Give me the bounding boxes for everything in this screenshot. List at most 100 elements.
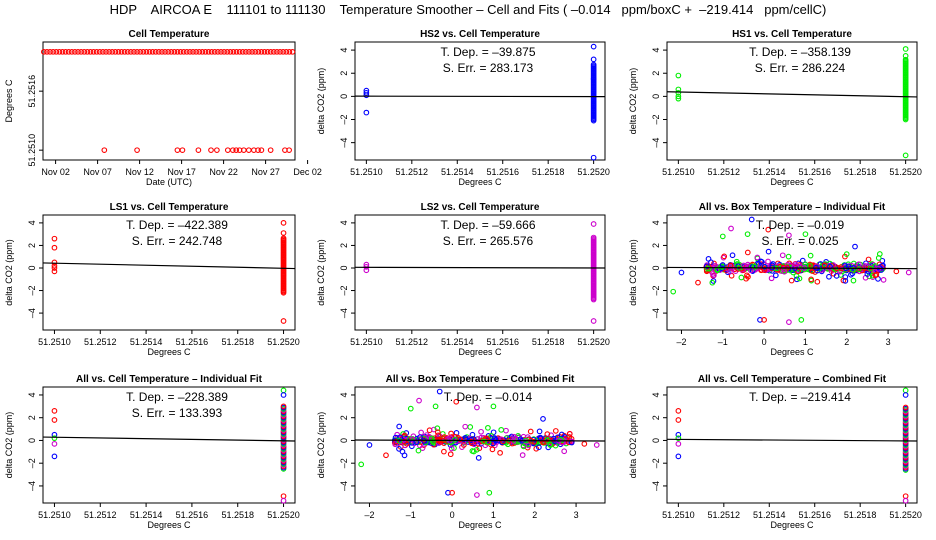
x-tick-label: 51.2520 [889, 167, 922, 177]
y-tick-label: 51.2516 [27, 75, 37, 108]
x-tick-label: 51.2520 [267, 337, 300, 347]
data-point [675, 93, 682, 100]
data-point [832, 266, 839, 273]
data-point [788, 277, 795, 284]
x-tick-label: 51.2514 [753, 167, 786, 177]
x-tick-label: 51.2516 [798, 167, 831, 177]
y-tick-label: 4 [27, 392, 37, 397]
y-tick-label: –4 [27, 308, 37, 318]
data-point [84, 48, 91, 55]
data-point [833, 273, 840, 279]
data-point [174, 147, 181, 154]
data-point [786, 319, 792, 325]
data-point [772, 272, 779, 279]
x-tick-label: 51.2510 [38, 510, 71, 520]
data-point [902, 56, 909, 63]
data-point [478, 428, 484, 435]
data-point [678, 269, 685, 276]
data-point [280, 48, 287, 55]
data-point [277, 48, 283, 55]
data-point [902, 152, 909, 159]
x-tick-label: 0 [762, 337, 767, 347]
y-tick-label: 4 [339, 220, 349, 225]
data-point [744, 272, 750, 279]
data-point [795, 268, 801, 275]
data-point [675, 417, 682, 423]
y-axis-label: delta CO2 (ppm) [628, 412, 638, 479]
data-point [489, 446, 496, 453]
data-point [875, 255, 882, 261]
data-point [131, 48, 137, 55]
plot-frame [42, 41, 296, 161]
data-point [401, 452, 408, 459]
x-tick-label: Nov 27 [251, 167, 280, 177]
data-point [286, 48, 293, 55]
data-point [267, 48, 274, 55]
data-point [280, 493, 287, 500]
fit-line [666, 438, 918, 442]
data-point [738, 274, 745, 281]
plot-frame [666, 214, 918, 331]
panel-title: All vs. Box Temperature – Combined Fit [386, 374, 575, 385]
data-point [363, 267, 370, 274]
data-point [106, 48, 112, 55]
x-tick-label: –1 [406, 510, 416, 520]
data-point [814, 278, 821, 285]
data-point [460, 442, 467, 448]
x-tick-label: Nov 12 [125, 167, 154, 177]
y-tick-label: 4 [27, 220, 37, 225]
data-point [96, 48, 103, 55]
data-point [525, 442, 532, 449]
y-tick-label: 4 [651, 392, 661, 397]
data-point [174, 48, 181, 55]
data-point [358, 461, 365, 468]
x-tick-label: –2 [364, 510, 374, 520]
data-point [436, 388, 443, 395]
data-point [40, 48, 47, 55]
x-tick-label: 51.2518 [532, 167, 565, 177]
panel-all-vs-cell-individual: All vs. Cell Temperature – Individual Fi… [4, 374, 300, 530]
stat-annotation: S. Err. = 133.393 [132, 406, 223, 420]
data-point [754, 254, 761, 261]
x-tick-label: 51.2514 [130, 510, 163, 520]
x-tick-label: 0 [450, 510, 455, 520]
x-tick-label: 51.2514 [441, 167, 474, 177]
plot-frame [666, 386, 918, 504]
data-point [258, 147, 265, 154]
data-point [675, 453, 682, 460]
data-point [267, 147, 274, 154]
data-point [705, 256, 712, 262]
data-point [179, 147, 186, 154]
stat-annotation: T. Dep. = –0.014 [444, 390, 533, 404]
plot-frame [42, 386, 296, 504]
x-axis-label: Degrees C [458, 177, 502, 187]
panel-all-vs-box-combined: All vs. Box Temperature – Combined Fit –2… [316, 374, 606, 530]
data-point [742, 263, 749, 270]
y-tick-label: –2 [27, 286, 37, 296]
stat-annotation: T. Dep. = –59.666 [440, 218, 535, 232]
stat-annotation: T. Dep. = –358.139 [749, 45, 851, 59]
data-point [780, 266, 787, 272]
data-point [143, 48, 150, 55]
data-points [40, 48, 296, 154]
data-point [280, 392, 287, 398]
data-point [274, 48, 280, 55]
data-point [544, 431, 551, 437]
data-point [453, 398, 460, 405]
y-tick-label: –4 [651, 138, 661, 148]
data-point [286, 147, 292, 154]
data-point [748, 216, 755, 223]
data-point [280, 220, 287, 226]
data-point [751, 263, 758, 270]
y-tick-label: 0 [27, 265, 37, 270]
data-point [392, 441, 399, 448]
data-point [590, 61, 597, 68]
data-point [152, 48, 159, 55]
panel-ls1-vs-cell: LS1 vs. Cell Temperature 51.2510 51.2512 51… [4, 202, 300, 357]
data-point [415, 447, 422, 454]
data-point [581, 441, 588, 447]
plot-frame [42, 214, 296, 331]
data-point [485, 424, 491, 431]
data-point [799, 257, 806, 264]
y-tick-label: –2 [651, 458, 661, 468]
